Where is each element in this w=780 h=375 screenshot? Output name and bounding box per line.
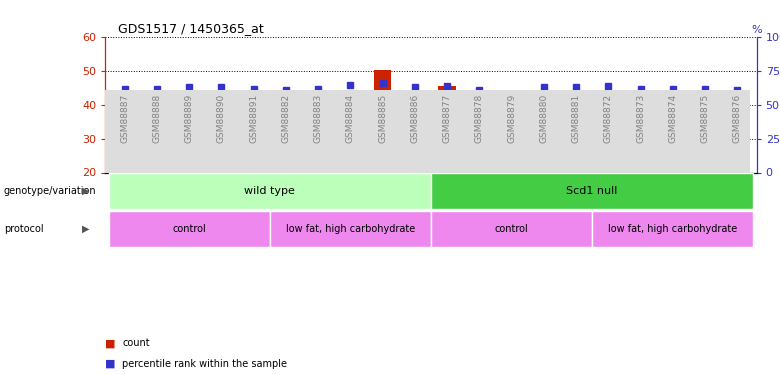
Text: %: %: [751, 25, 762, 35]
Bar: [212, 90, 230, 172]
Bar: [108, 173, 431, 209]
Text: ▶: ▶: [82, 224, 90, 234]
Bar: [470, 117, 488, 172]
Text: count: count: [122, 339, 150, 348]
Text: GSM88881: GSM88881: [572, 94, 580, 143]
Text: GSM88879: GSM88879: [507, 94, 516, 143]
Bar: [599, 95, 617, 172]
Bar: [180, 110, 198, 172]
Bar: [148, 113, 166, 172]
Text: control: control: [495, 224, 528, 234]
Text: GSM88880: GSM88880: [539, 94, 548, 143]
Bar: [374, 69, 392, 172]
Text: low fat, high carbohydrate: low fat, high carbohydrate: [285, 224, 415, 234]
Bar: [309, 93, 327, 172]
Bar: [535, 106, 553, 172]
Text: ■: ■: [105, 339, 119, 348]
Text: GSM88875: GSM88875: [700, 94, 710, 143]
Text: percentile rank within the sample: percentile rank within the sample: [122, 359, 288, 369]
Bar: [696, 105, 714, 172]
Bar: [502, 154, 520, 173]
Text: GSM88873: GSM88873: [636, 94, 645, 143]
Text: GSM88883: GSM88883: [314, 94, 323, 143]
Bar: [664, 106, 682, 172]
Bar: [406, 96, 424, 172]
Text: GSM88890: GSM88890: [217, 94, 226, 143]
Text: control: control: [172, 224, 206, 234]
Bar: [729, 123, 746, 172]
Bar: [567, 100, 585, 172]
Text: GSM88891: GSM88891: [249, 94, 258, 143]
Text: low fat, high carbohydrate: low fat, high carbohydrate: [608, 224, 737, 234]
Bar: [592, 211, 753, 247]
Text: GSM88887: GSM88887: [120, 94, 129, 143]
Text: GSM88876: GSM88876: [732, 94, 742, 143]
Text: GSM88889: GSM88889: [185, 94, 193, 143]
Text: GSM88886: GSM88886: [410, 94, 420, 143]
Bar: [270, 211, 431, 247]
Bar: [342, 93, 360, 172]
Text: GSM88878: GSM88878: [475, 94, 484, 143]
Text: ■: ■: [105, 359, 119, 369]
Bar: [438, 86, 456, 172]
Text: genotype/variation: genotype/variation: [4, 186, 97, 196]
Text: GSM88874: GSM88874: [668, 94, 677, 143]
Bar: [277, 113, 295, 172]
Bar: [431, 211, 592, 247]
Text: GDS1517 / 1450365_at: GDS1517 / 1450365_at: [119, 22, 264, 35]
Text: GSM88877: GSM88877: [442, 94, 452, 143]
Text: Scd1 null: Scd1 null: [566, 186, 618, 196]
Text: protocol: protocol: [4, 224, 44, 234]
Text: GSM88884: GSM88884: [346, 94, 355, 143]
Text: ▶: ▶: [82, 186, 90, 196]
Bar: [115, 95, 133, 172]
Text: wild type: wild type: [244, 186, 295, 196]
Text: GSM88882: GSM88882: [282, 94, 290, 143]
Text: GSM88888: GSM88888: [152, 94, 161, 143]
Text: GSM88885: GSM88885: [378, 94, 387, 143]
Text: GSM88872: GSM88872: [604, 94, 613, 143]
Bar: [431, 173, 753, 209]
Bar: [108, 211, 270, 247]
Bar: [245, 105, 263, 172]
Bar: [632, 103, 650, 172]
